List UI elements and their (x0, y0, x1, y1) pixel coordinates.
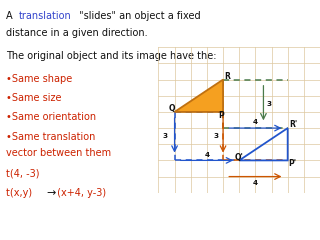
Polygon shape (175, 80, 223, 112)
Text: Q: Q (169, 104, 175, 113)
Text: The original object and its image have the:: The original object and its image have t… (6, 51, 217, 61)
Text: distance in a given direction.: distance in a given direction. (6, 28, 148, 38)
Text: P: P (218, 111, 224, 120)
Text: 3: 3 (267, 101, 272, 107)
Text: 4: 4 (253, 180, 258, 186)
Text: •Same orientation: •Same orientation (6, 112, 97, 122)
Text: →: → (46, 188, 55, 198)
Text: "slides" an object a fixed: "slides" an object a fixed (76, 11, 201, 21)
Text: 4: 4 (253, 120, 258, 126)
Text: 3: 3 (213, 133, 218, 139)
Text: t(x,y): t(x,y) (6, 188, 36, 198)
Text: translation: translation (19, 11, 71, 21)
Text: P': P' (289, 159, 297, 168)
Text: •Same translation: •Same translation (6, 132, 96, 142)
Text: 3: 3 (162, 133, 167, 139)
Text: (x+4, y-3): (x+4, y-3) (54, 188, 106, 198)
Text: R: R (224, 72, 230, 81)
Text: •Same shape: •Same shape (6, 74, 73, 84)
Text: R': R' (289, 120, 297, 129)
Text: vector between them: vector between them (6, 148, 112, 158)
Text: 4: 4 (204, 152, 209, 158)
Text: •Same size: •Same size (6, 93, 62, 103)
Text: t(4, -3): t(4, -3) (6, 168, 40, 179)
Text: A: A (6, 11, 16, 21)
Text: Q': Q' (235, 153, 244, 162)
